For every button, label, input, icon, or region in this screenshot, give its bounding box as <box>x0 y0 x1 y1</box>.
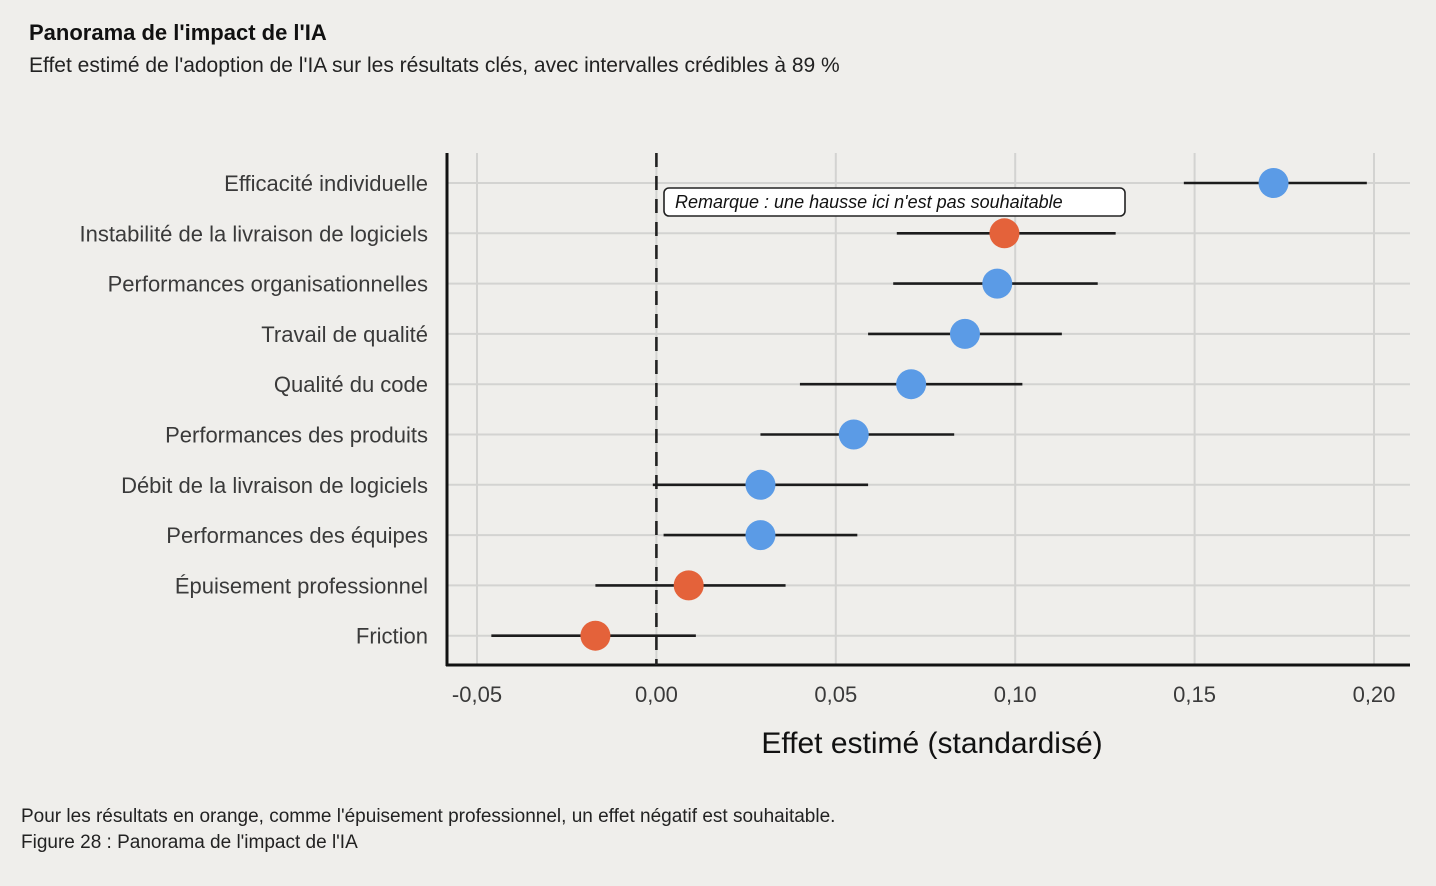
axes <box>445 153 1410 667</box>
annotation-box <box>663 187 1126 217</box>
category-label: Débit de la livraison de logiciels <box>121 473 428 498</box>
category-label: Instabilité de la livraison de logiciels <box>79 221 428 246</box>
chart-subtitle: Effet estimé de l'adoption de l'IA sur l… <box>29 54 840 77</box>
estimate-point <box>673 570 704 601</box>
x-tick-label: -0,05 <box>452 682 502 707</box>
category-label: Efficacité individuelle <box>224 171 428 196</box>
x-tick-label: 0,10 <box>994 682 1037 707</box>
category-label: Épuisement professionnel <box>175 573 428 598</box>
estimate-point <box>745 469 776 500</box>
category-label: Performances organisationnelles <box>108 272 428 297</box>
annotation: Remarque : une hausse ici n'est pas souh… <box>663 187 1126 217</box>
estimate-point <box>838 419 869 450</box>
x-tick-label: 0,20 <box>1353 682 1396 707</box>
estimate-points <box>580 168 1289 651</box>
x-axis-title: Effet estimé (standardisé) <box>761 727 1102 760</box>
figure-caption: Figure 28 : Panorama de l'impact de l'IA <box>21 832 358 853</box>
estimate-point <box>580 620 611 651</box>
category-label: Friction <box>356 624 428 649</box>
estimate-point <box>989 218 1020 249</box>
estimate-point <box>982 268 1013 299</box>
estimate-point <box>745 520 776 551</box>
category-label: Performances des équipes <box>166 523 428 548</box>
category-label: Qualité du code <box>274 372 428 397</box>
category-labels: Efficacité individuelle Instabilité de la… <box>79 171 428 649</box>
footnote: Pour les résultats en orange, comme l'ép… <box>21 806 836 827</box>
credible-intervals <box>491 181 1367 638</box>
estimate-point <box>949 318 980 349</box>
x-tick-label: 0,00 <box>635 682 678 707</box>
annotation-text: Remarque : une hausse ici n'est pas souh… <box>675 192 1063 212</box>
category-label: Performances des produits <box>165 423 428 448</box>
x-tick-label: 0,15 <box>1173 682 1216 707</box>
category-label: Travail de qualité <box>261 322 428 347</box>
x-tick-labels: -0,05 0,00 0,05 0,10 0,15 0,20 <box>452 682 1395 707</box>
chart-title: Panorama de l'impact de l'IA <box>29 20 327 45</box>
grid-lines <box>447 153 1410 665</box>
estimate-point <box>1258 168 1289 198</box>
x-tick-label: 0,05 <box>814 682 857 707</box>
estimate-point <box>896 369 927 400</box>
